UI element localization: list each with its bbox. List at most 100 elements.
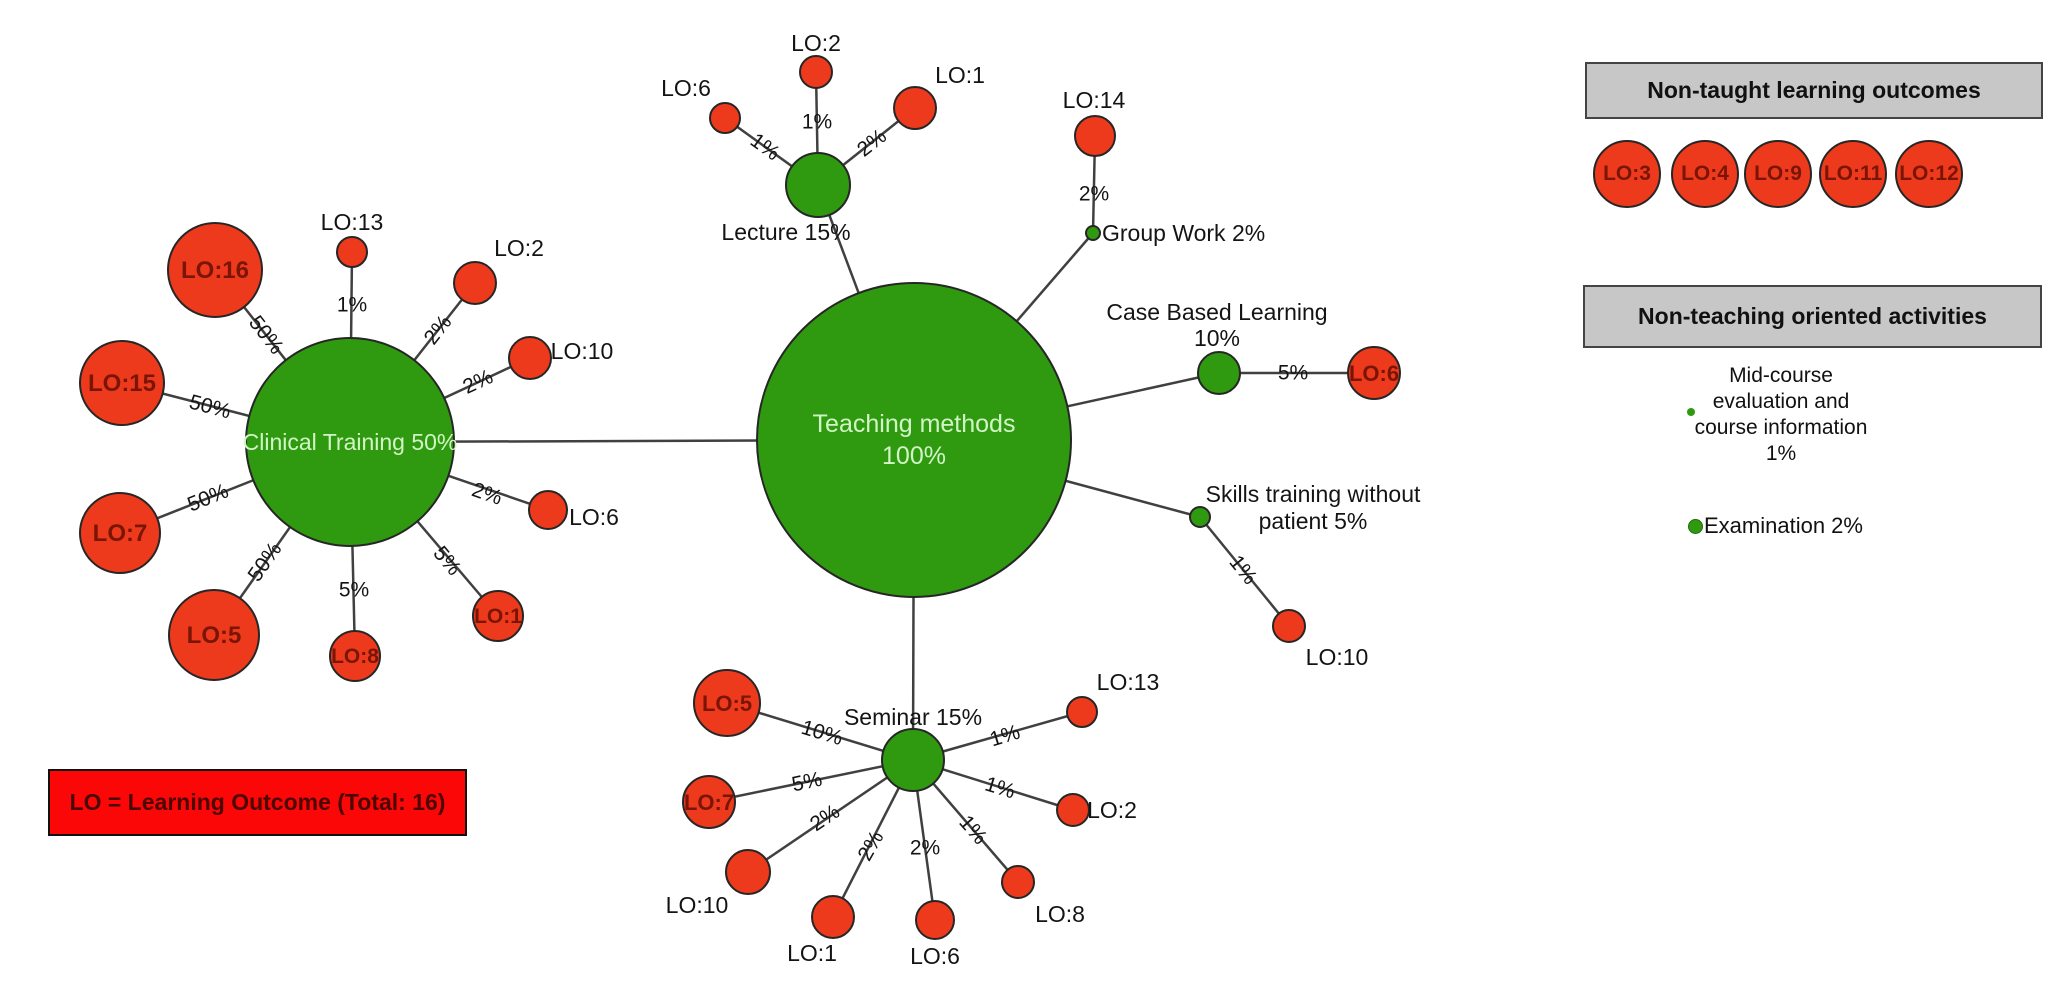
node-lo13-seminar [1066, 696, 1098, 728]
examination-label: Examination 2% [1704, 513, 1863, 538]
node-lo6-lecture [709, 102, 741, 134]
node-lo16-clinical [167, 222, 263, 318]
diagram-label: Lecture 15% [721, 219, 850, 245]
diagram-label: LO:8 [1035, 901, 1085, 927]
node-lo2-clinical [453, 261, 497, 305]
node-lo10-skills [1272, 609, 1306, 643]
panel-non-taught-header: Non-taught learning outcomes [1585, 62, 2043, 119]
node-seminar [881, 728, 945, 792]
edge-percent-label: 1% [1225, 551, 1262, 589]
diagram-label: LO:2 [494, 235, 544, 261]
node-lo1-clinical [472, 590, 524, 642]
edge-percent-label: 2% [469, 478, 505, 510]
midcourse-evaluation-item: Mid-course evaluation and course informati… [1687, 363, 1871, 467]
diagram-label: LO:10 [1306, 644, 1369, 670]
edge-percent-label: 2% [910, 837, 940, 860]
node-lo10-seminar [725, 849, 771, 895]
diagram-label: Group Work 2% [1102, 220, 1265, 246]
non-taught-lo-circle: LO:3 [1593, 140, 1661, 208]
edge-percent-label: 50% [244, 538, 287, 586]
node-lo14-groupwork [1074, 115, 1116, 157]
non-taught-lo-circle: LO:4 [1671, 140, 1739, 208]
node-lo8-clinical [329, 630, 381, 682]
node-lo8-seminar [1001, 865, 1035, 899]
examination-item: Examination 2% [1688, 513, 1863, 538]
diagram-label: LO:6 [910, 943, 960, 969]
diagram-label: patient 5% [1259, 508, 1368, 534]
edge-percent-label: 1% [982, 773, 1018, 804]
node-label-lo6-cbl: LO:6 [1349, 361, 1399, 386]
green-dot-icon [1687, 408, 1695, 416]
edge-percent-label: 1% [802, 111, 832, 134]
node-case-based-learning [1197, 351, 1241, 395]
node-label-lo5-seminar: LO:5 [702, 691, 752, 716]
diagram-label: Seminar 15% [844, 704, 982, 730]
node-lo7-seminar [682, 775, 736, 829]
node-teaching-methods [756, 282, 1072, 598]
edge-percent-label: 10% [799, 716, 846, 750]
node-lo10-clinical [508, 336, 552, 380]
edge-percent-label: 5% [339, 579, 369, 602]
edge-percent-label: 5% [790, 768, 824, 797]
node-lo5-seminar [693, 669, 761, 737]
edge-percent-label: 1% [746, 129, 784, 165]
edge-percent-label: 5% [1278, 362, 1308, 385]
edge-percent-label: 1% [337, 294, 367, 317]
node-lo15-clinical [79, 340, 165, 426]
node-lo6-clinical [528, 490, 568, 530]
edge-percent-label: 2% [420, 311, 457, 349]
non-taught-lo-circle: LO:11 [1819, 140, 1887, 208]
edge-percent-label: 1% [987, 721, 1023, 752]
edge-percent-label: 2% [806, 800, 844, 836]
node-lo7-clinical [79, 492, 161, 574]
edge-percent-label: 2% [459, 365, 496, 399]
diagram-label: LO:1 [787, 940, 837, 966]
diagram-label: 10% [1194, 325, 1240, 351]
node-group-work [1085, 225, 1101, 241]
legend-box: LO = Learning Outcome (Total: 16) [48, 769, 467, 836]
diagram-label: LO:2 [791, 30, 841, 56]
edge-line [1199, 516, 1290, 627]
non-taught-lo-circle: LO:12 [1895, 140, 1963, 208]
midcourse-label-line: evaluation and [1712, 390, 1850, 413]
node-lo6-cbl [1347, 346, 1401, 400]
midcourse-label-line: course information [1694, 416, 1868, 439]
node-lo13-clinical [336, 236, 368, 268]
node-lo5-clinical [168, 589, 260, 681]
node-label-lo7-seminar: LO:7 [684, 790, 734, 815]
panel-non-taught-title: Non-taught learning outcomes [1647, 77, 1981, 103]
node-lecture [785, 152, 851, 218]
midcourse-label-line: Mid-course [1729, 364, 1833, 387]
node-clinical-training [245, 337, 455, 547]
diagram-label: LO:14 [1063, 87, 1126, 113]
node-label-lo15-clinical: LO:15 [88, 370, 156, 397]
node-label-lo8-clinical: LO:8 [331, 645, 379, 668]
diagram-label: LO:6 [569, 504, 619, 530]
legend-text: LO = Learning Outcome (Total: 16) [69, 789, 446, 815]
diagram-label: Skills training without [1206, 481, 1421, 507]
node-label-lo7-clinical: LO:7 [93, 520, 148, 547]
diagram-label: LO:1 [935, 62, 985, 88]
edge-percent-label: 2% [853, 827, 888, 865]
node-label-teaching-methods: Teaching methods 100% [813, 410, 1016, 470]
node-label-clinical-training: Clinical Training 50% [243, 429, 458, 455]
edge-percent-label: 50% [244, 311, 288, 358]
node-skills-training [1189, 506, 1211, 528]
node-label-lo5-clinical: LO:5 [187, 622, 242, 649]
edge-percent-label: 50% [187, 390, 234, 423]
edge-percent-label: 2% [1079, 183, 1109, 206]
node-lo6-seminar [915, 900, 955, 940]
diagram-label: LO:13 [1097, 669, 1160, 695]
diagram-label: LO:10 [666, 892, 729, 918]
diagram-label: LO:2 [1087, 797, 1137, 823]
panel-non-teaching-header: Non-teaching oriented activities [1583, 285, 2042, 348]
green-dot-icon [1688, 518, 1703, 534]
diagram-label: LO:6 [661, 75, 711, 101]
diagram-label: LO:13 [321, 209, 384, 235]
edge-line [708, 758, 914, 804]
midcourse-label-line: 1% [1765, 442, 1797, 465]
midcourse-evaluation-label: Mid-course evaluation and course informati… [1691, 363, 1871, 467]
edge-percent-label: 50% [184, 479, 232, 516]
